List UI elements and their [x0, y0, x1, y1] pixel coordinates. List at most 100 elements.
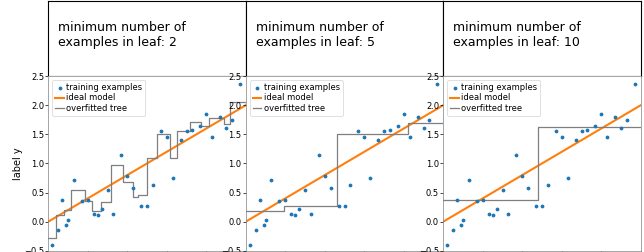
training examples: [286, 212, 296, 216]
training examples: [187, 128, 198, 132]
overfitted tree: [280, 205, 288, 208]
training examples: [260, 218, 270, 222]
training examples: [207, 135, 218, 139]
overfitted tree: [97, 210, 104, 213]
overfitted tree: [67, 189, 75, 192]
training examples: [53, 228, 63, 232]
training examples: [456, 223, 466, 227]
training examples: [517, 174, 527, 178]
overfitted tree: [439, 198, 447, 201]
training examples: [280, 198, 290, 202]
training examples: [215, 115, 225, 119]
training examples: [630, 82, 640, 86]
training examples: [97, 207, 107, 211]
Line: overfitted tree: overfitted tree: [246, 123, 443, 211]
overfitted tree: [242, 209, 250, 212]
training examples: [136, 204, 146, 208]
training examples: [412, 115, 422, 119]
training examples: [448, 228, 459, 232]
training examples: [142, 204, 152, 208]
training examples: [167, 176, 178, 180]
overfitted tree: [88, 210, 95, 213]
overfitted tree: [135, 194, 142, 197]
overfitted tree: [120, 181, 128, 184]
training examples: [452, 198, 462, 202]
overfitted tree: [173, 156, 180, 159]
Y-axis label: label y: label y: [13, 147, 23, 180]
training examples: [478, 198, 488, 202]
overfitted tree: [535, 125, 542, 128]
overfitted tree: [173, 129, 180, 132]
training examples: [471, 199, 482, 203]
training examples: [576, 129, 587, 133]
training examples: [602, 135, 612, 139]
training examples: [334, 204, 344, 208]
training examples: [596, 112, 607, 116]
overfitted tree: [61, 213, 68, 216]
training examples: [497, 187, 507, 192]
training examples: [306, 212, 316, 216]
training examples: [63, 218, 73, 222]
overfitted tree: [52, 236, 60, 239]
overfitted tree: [333, 205, 341, 208]
overfitted tree: [120, 164, 128, 167]
overfitted tree: [205, 124, 213, 127]
overfitted tree: [52, 213, 60, 216]
overfitted tree: [535, 198, 542, 201]
training examples: [300, 187, 310, 192]
training examples: [556, 135, 567, 139]
training examples: [571, 138, 581, 142]
training examples: [399, 112, 409, 116]
overfitted tree: [226, 100, 234, 103]
training examples: [616, 127, 626, 131]
overfitted tree: [404, 133, 412, 136]
training examples: [610, 115, 620, 119]
overfitted tree: [44, 236, 52, 239]
training examples: [326, 186, 336, 191]
training examples: [319, 174, 330, 178]
training examples: [267, 178, 277, 182]
Text: minimum number of
examples in leaf: 5: minimum number of examples in leaf: 5: [256, 21, 384, 49]
training examples: [590, 123, 600, 128]
overfitted tree: [166, 133, 174, 136]
training examples: [419, 127, 429, 131]
overfitted tree: [187, 129, 194, 132]
training examples: [424, 118, 435, 122]
overfitted tree: [81, 189, 89, 192]
training examples: [108, 212, 118, 216]
training examples: [128, 186, 138, 191]
overfitted tree: [67, 208, 75, 211]
overfitted tree: [107, 200, 115, 203]
training examples: [622, 118, 632, 122]
training examples: [511, 153, 522, 157]
training examples: [432, 82, 442, 86]
training examples: [339, 204, 350, 208]
overfitted tree: [61, 208, 68, 211]
overfitted tree: [135, 196, 142, 199]
training examples: [359, 135, 370, 139]
overfitted tree: [205, 117, 213, 120]
training examples: [385, 128, 395, 132]
overfitted tree: [404, 121, 412, 124]
overfitted tree: [81, 199, 89, 202]
Legend: training examples, ideal model, overfitted tree: training examples, ideal model, overfitt…: [250, 80, 343, 116]
training examples: [345, 183, 355, 187]
training examples: [57, 198, 67, 202]
overfitted tree: [143, 157, 151, 160]
overfitted tree: [153, 157, 161, 160]
overfitted tree: [333, 133, 341, 136]
training examples: [61, 223, 71, 227]
training examples: [458, 218, 468, 222]
training examples: [551, 129, 561, 133]
training examples: [254, 198, 265, 202]
training examples: [175, 138, 185, 142]
training examples: [442, 243, 452, 247]
training examples: [543, 183, 553, 187]
training examples: [314, 153, 324, 157]
training examples: [504, 212, 514, 216]
overfitted tree: [280, 209, 288, 212]
training examples: [69, 178, 79, 182]
training examples: [294, 207, 304, 211]
training examples: [373, 138, 383, 142]
training examples: [116, 153, 126, 157]
